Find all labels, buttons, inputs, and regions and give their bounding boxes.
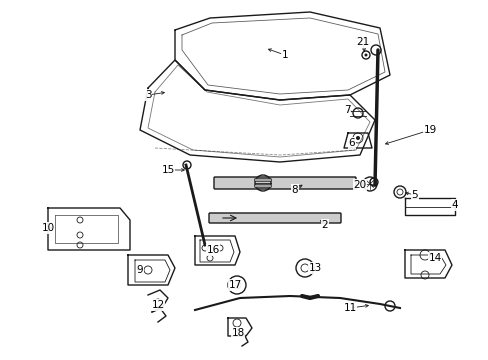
Text: 1: 1	[281, 50, 288, 60]
Text: 2: 2	[321, 220, 327, 230]
Text: 3: 3	[144, 90, 151, 100]
Text: 15: 15	[161, 165, 174, 175]
Text: 4: 4	[451, 200, 457, 210]
Text: 11: 11	[343, 303, 356, 313]
Text: 13: 13	[308, 263, 321, 273]
Text: 8: 8	[291, 185, 298, 195]
Text: 18: 18	[231, 328, 244, 338]
Circle shape	[364, 54, 367, 57]
Text: 19: 19	[423, 125, 436, 135]
FancyBboxPatch shape	[214, 177, 355, 189]
FancyBboxPatch shape	[208, 213, 340, 223]
Text: 5: 5	[411, 190, 417, 200]
FancyBboxPatch shape	[254, 179, 271, 181]
Text: 10: 10	[41, 223, 55, 233]
Circle shape	[355, 136, 359, 140]
Text: 9: 9	[137, 265, 143, 275]
Text: 21: 21	[356, 37, 369, 47]
Text: 17: 17	[228, 280, 241, 290]
Text: 6: 6	[348, 138, 355, 148]
Text: 14: 14	[427, 253, 441, 263]
Circle shape	[369, 178, 377, 186]
Circle shape	[370, 45, 380, 55]
Text: 12: 12	[151, 300, 164, 310]
Text: 16: 16	[206, 245, 219, 255]
Text: 7: 7	[343, 105, 349, 115]
FancyBboxPatch shape	[254, 185, 271, 187]
Text: 20: 20	[353, 180, 366, 190]
